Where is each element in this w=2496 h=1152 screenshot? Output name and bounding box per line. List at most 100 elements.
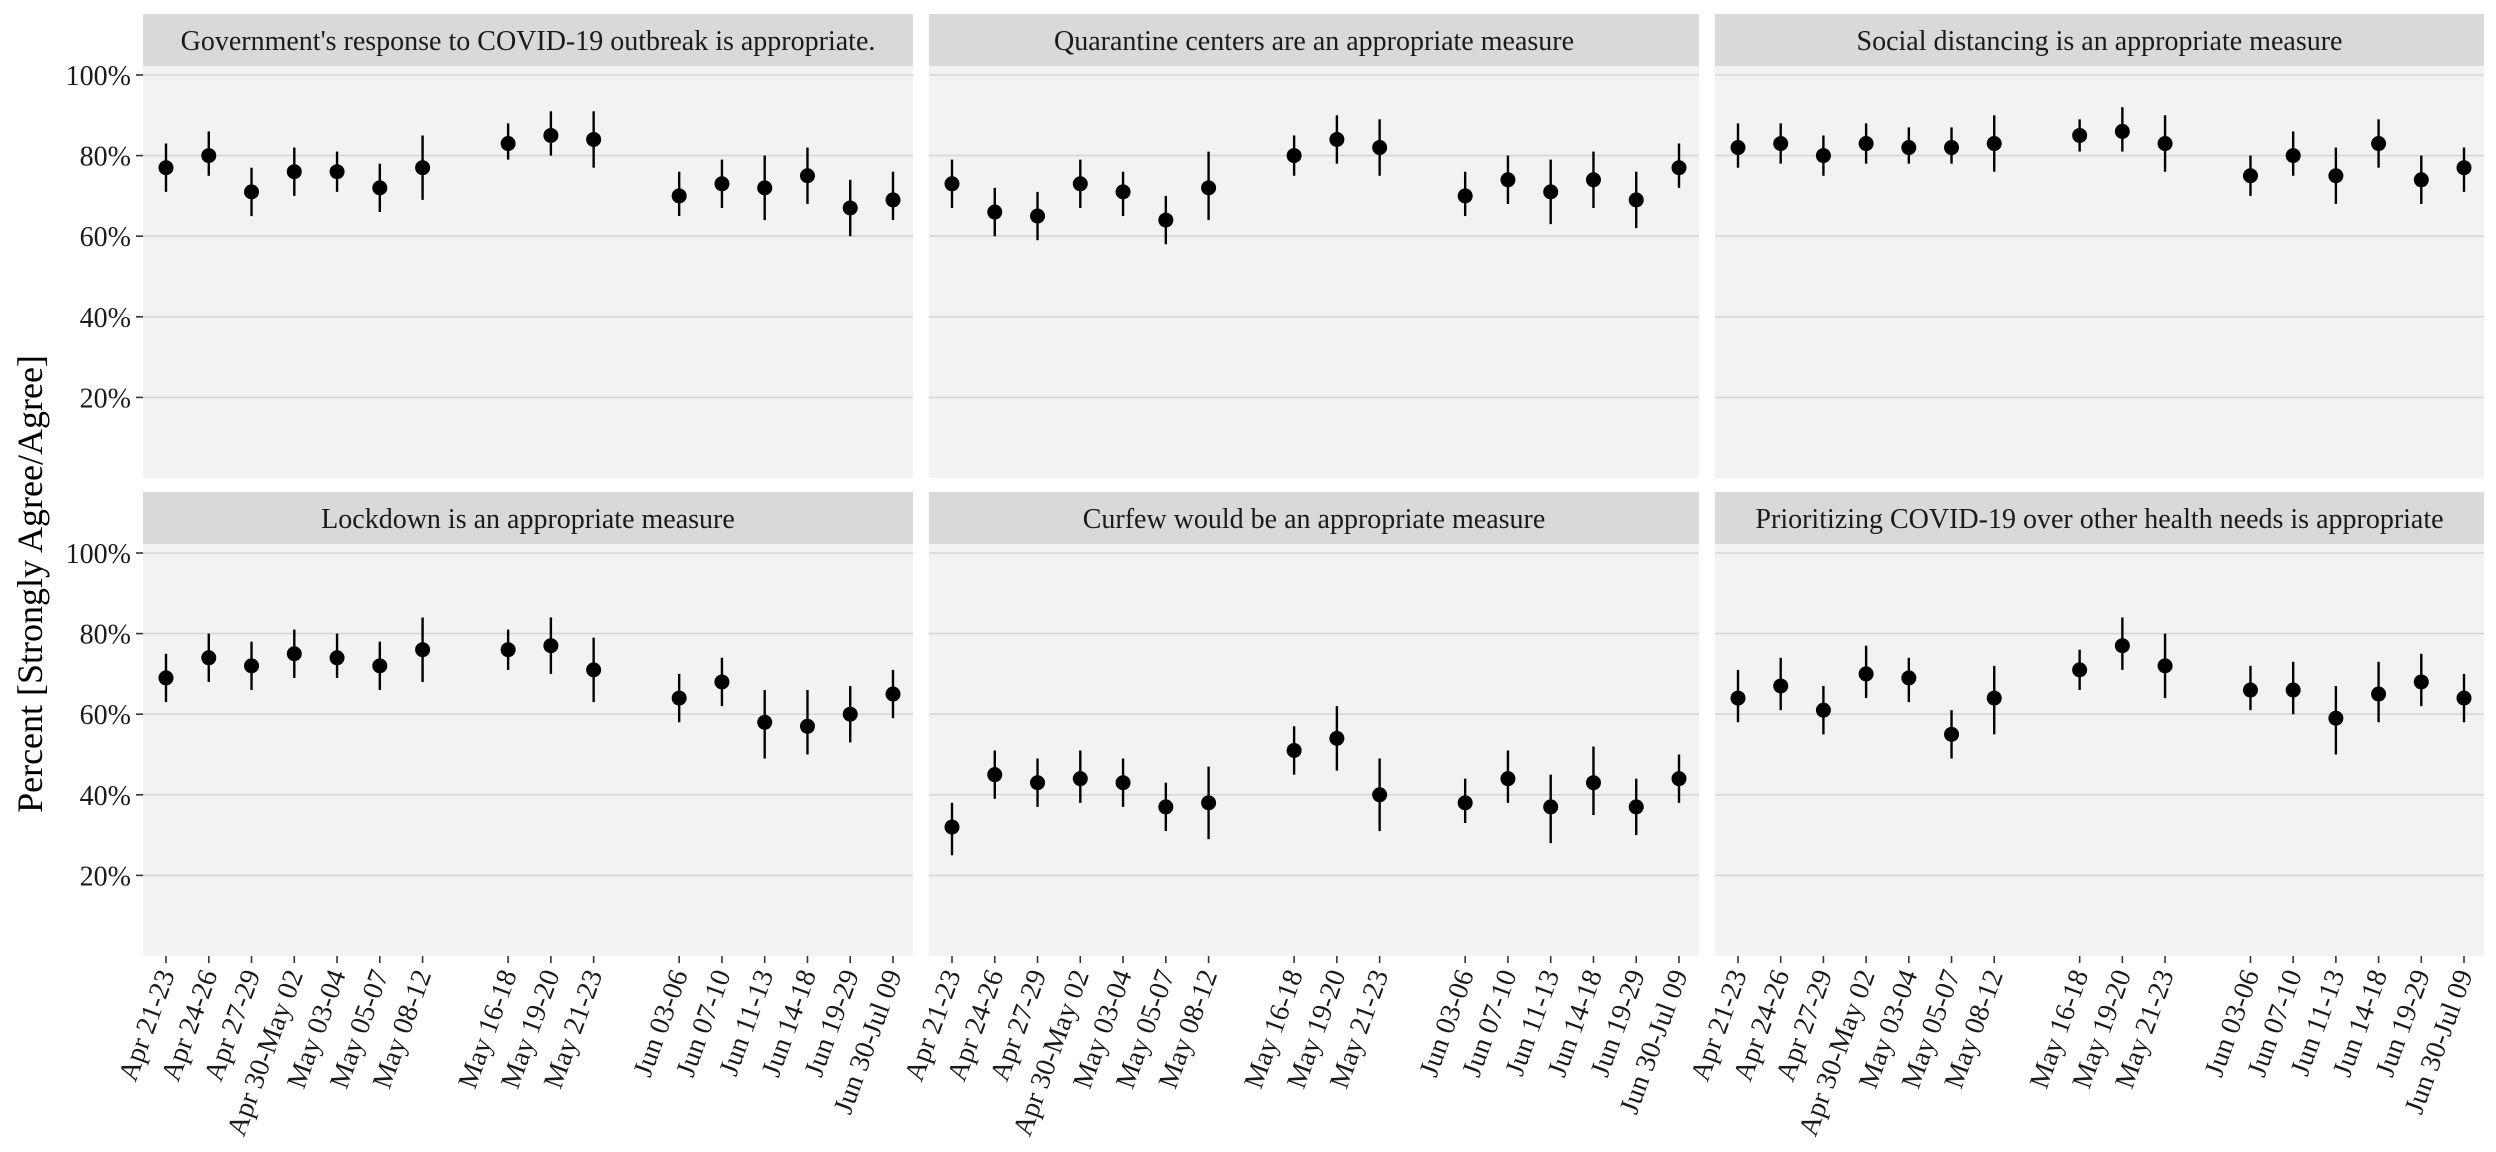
data-point <box>2285 148 2301 164</box>
data-point <box>586 662 602 678</box>
data-point <box>1457 795 1473 811</box>
facet-panel: Lockdown is an appropriate measure <box>143 492 913 956</box>
panel-background <box>1715 544 2484 956</box>
facet-title: Quarantine centers are an appropriate me… <box>1054 26 1574 57</box>
data-point <box>987 767 1003 783</box>
data-point <box>1201 180 1217 196</box>
data-point <box>1773 136 1789 152</box>
panel-background <box>929 66 1699 478</box>
data-point <box>1201 795 1217 811</box>
data-point <box>1858 136 1874 152</box>
facet-title: Lockdown is an appropriate measure <box>321 504 735 535</box>
data-point <box>799 718 815 734</box>
data-point <box>1286 742 1302 758</box>
data-point <box>415 160 431 176</box>
data-point <box>1730 690 1746 706</box>
data-point <box>329 164 345 180</box>
y-tick-label: 100% <box>66 61 131 92</box>
data-point <box>2157 658 2173 674</box>
data-point <box>372 180 388 196</box>
facet-title: Prioritizing COVID-19 over other health … <box>1755 504 2443 535</box>
data-point <box>1329 131 1345 147</box>
data-point <box>2242 682 2258 698</box>
data-point <box>1585 775 1601 791</box>
data-point <box>757 714 773 730</box>
facet-strip <box>143 492 913 544</box>
y-tick-label: 60% <box>80 222 131 253</box>
data-point <box>2242 168 2258 184</box>
facet-strip <box>1715 492 2484 544</box>
facet-panel: Prioritizing COVID-19 over other health … <box>1715 492 2484 956</box>
data-point <box>2285 682 2301 698</box>
data-point <box>1773 678 1789 694</box>
data-point <box>1986 690 2002 706</box>
data-point <box>799 168 815 184</box>
data-point <box>1901 140 1917 156</box>
data-point <box>1628 799 1644 815</box>
data-point <box>286 164 302 180</box>
panel-background <box>143 66 913 478</box>
data-point <box>1944 726 1960 742</box>
data-point <box>2413 674 2429 690</box>
data-point <box>944 176 960 192</box>
y-tick-label: 20% <box>80 383 131 414</box>
panels-layer: Government's response to COVID-19 outbre… <box>143 14 2484 956</box>
y-tick-label: 40% <box>80 781 131 812</box>
y-tick-label: 20% <box>80 861 131 892</box>
data-point <box>842 706 858 722</box>
data-point <box>1500 771 1516 787</box>
data-point <box>2328 168 2344 184</box>
data-point <box>2072 127 2088 143</box>
data-point <box>1730 140 1746 156</box>
data-point <box>1585 172 1601 188</box>
data-point <box>1543 184 1559 200</box>
data-point <box>1372 140 1388 156</box>
data-point <box>1030 208 1046 224</box>
data-point <box>1115 775 1131 791</box>
data-point <box>1901 670 1917 686</box>
facet-strip <box>929 14 1699 66</box>
data-point <box>1815 702 1831 718</box>
data-point <box>201 148 217 164</box>
panel-background <box>143 544 913 956</box>
facet-panel: Government's response to COVID-19 outbre… <box>143 14 913 478</box>
data-point <box>2413 172 2429 188</box>
data-point <box>1457 188 1473 204</box>
data-point <box>1030 775 1046 791</box>
data-point <box>842 200 858 216</box>
data-point <box>2114 638 2130 654</box>
facet-panel: Social distancing is an appropriate meas… <box>1715 14 2484 478</box>
y-tick-label: 60% <box>80 700 131 731</box>
data-point <box>1858 666 1874 682</box>
y-axis-label: Percent [Strongly Agree/Agree] <box>10 355 50 813</box>
data-point <box>1986 136 2002 152</box>
data-point <box>244 658 260 674</box>
data-point <box>1158 799 1174 815</box>
data-point <box>944 819 960 835</box>
data-point <box>2371 136 2387 152</box>
y-tick-label: 80% <box>80 142 131 173</box>
data-point <box>1372 787 1388 803</box>
facet-title: Social distancing is an appropriate meas… <box>1857 26 2343 57</box>
data-point <box>1286 148 1302 164</box>
data-point <box>757 180 773 196</box>
data-point <box>415 642 431 658</box>
data-point <box>2114 123 2130 139</box>
data-point <box>500 642 516 658</box>
data-point <box>714 674 730 690</box>
y-tick-label: 40% <box>80 303 131 334</box>
data-point <box>2456 160 2472 176</box>
data-point <box>1115 184 1131 200</box>
data-point <box>158 160 174 176</box>
data-point <box>244 184 260 200</box>
data-point <box>714 176 730 192</box>
data-point <box>2328 710 2344 726</box>
data-point <box>1543 799 1559 815</box>
data-point <box>885 686 901 702</box>
data-point <box>671 188 687 204</box>
panel-background <box>1715 66 2484 478</box>
data-point <box>1072 176 1088 192</box>
data-point <box>2371 686 2387 702</box>
data-point <box>500 136 516 152</box>
